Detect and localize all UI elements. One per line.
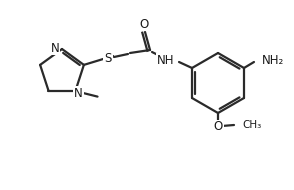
Text: O: O	[139, 17, 149, 31]
Text: NH₂: NH₂	[262, 54, 284, 66]
Text: N: N	[74, 87, 83, 100]
Text: O: O	[213, 120, 223, 134]
Text: S: S	[104, 51, 112, 64]
Text: NH: NH	[156, 54, 174, 66]
Text: N: N	[51, 41, 59, 55]
Text: CH₃: CH₃	[242, 120, 261, 130]
